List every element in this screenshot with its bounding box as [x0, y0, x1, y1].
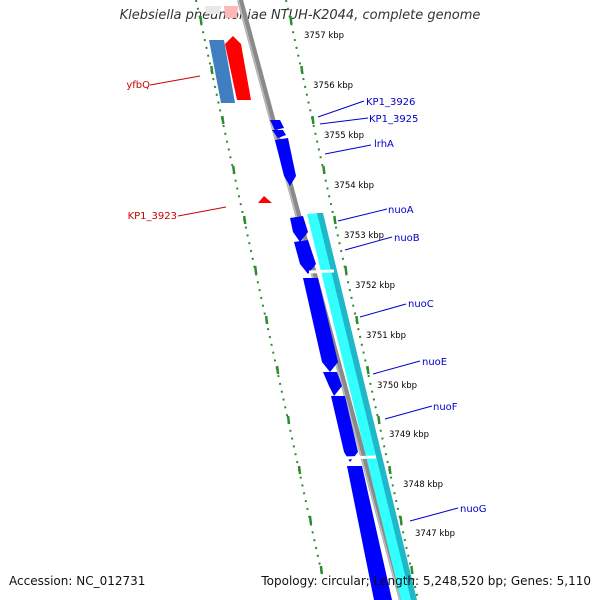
ruler-major-tick: [253, 265, 258, 275]
gene-nuoG: [347, 466, 392, 600]
forward-strand-features: [205, 6, 272, 203]
tick-label: 3755 kbp: [324, 131, 364, 141]
ruler-major-tick: [275, 365, 280, 375]
gene-nuoB: [294, 240, 316, 274]
tick-label: 3750 kbp: [377, 381, 417, 391]
topology-text: Topology: circular; Length: 5,248,520 bp…: [261, 574, 591, 588]
tick-label: 3754 kbp: [334, 181, 374, 191]
gene-KP1_3923: [258, 196, 272, 203]
tick-label: 3747 kbp: [415, 529, 455, 539]
gene-forward-faded: [205, 6, 221, 14]
gene-label: KP1_3925: [369, 114, 418, 125]
gene-label: KP1_3923: [128, 211, 177, 222]
ruler-major-tick: [221, 115, 225, 125]
gene-nuoC: [303, 278, 338, 372]
ruler-major-tick: [333, 215, 337, 225]
gene-forward-faded-red: [224, 6, 238, 18]
gene-label: nuoB: [394, 233, 420, 244]
tick-label: 3756 kbp: [313, 81, 353, 91]
gene-yfbQ-region: [209, 40, 235, 103]
ruler-major-tick: [355, 315, 359, 325]
gene-nuoA: [290, 216, 308, 242]
ruler-major-tick: [311, 115, 315, 125]
ruler-major-tick: [232, 165, 236, 175]
ruler-major-tick: [410, 565, 414, 575]
gene-label: yfbQ: [126, 80, 150, 91]
ruler-major-tick: [308, 515, 313, 525]
ruler-line-inner: [195, 0, 323, 576]
ruler-major-tick: [297, 465, 302, 475]
ruler-major-tick: [388, 465, 392, 475]
ruler-major-tick: [377, 415, 381, 425]
ruler-major-tick: [319, 565, 324, 575]
ruler-major-tick: [344, 265, 348, 275]
tick-label: 3752 kbp: [355, 281, 395, 291]
tick-label: 3749 kbp: [389, 430, 429, 440]
ruler-major-tick: [210, 65, 214, 75]
tick-labels: 3757 kbp 3756 kbp 3755 kbp 3754 kbp 3753…: [304, 31, 455, 539]
ruler-track: [195, 0, 419, 600]
gene-nuoE: [323, 372, 342, 396]
accession-text: Accession: NC_012731: [9, 574, 146, 588]
gene-yfbQ: [225, 36, 251, 100]
tick-label: 3753 kbp: [344, 231, 384, 241]
ruler-major-tick: [286, 415, 291, 425]
operon-band-edge: [317, 213, 417, 600]
reverse-strand-features: [270, 120, 417, 600]
gene-labels: yfbQ KP1_3923 KP1_3926 KP1_3925 lrhA nuo…: [126, 80, 486, 515]
gene-label: nuoC: [408, 299, 434, 310]
tick-label: 3751 kbp: [366, 331, 406, 341]
gene-label: nuoF: [433, 402, 458, 413]
gene-lrhA: [275, 138, 296, 186]
ruler-major-tick: [242, 215, 247, 225]
gene-label: nuoG: [460, 504, 487, 515]
gene-label: lrhA: [374, 139, 394, 150]
ruler-major-tick: [322, 165, 326, 175]
gene-label: KP1_3926: [366, 97, 415, 108]
label-leaders: [149, 75, 459, 522]
tick-label: 3757 kbp: [304, 31, 344, 41]
ruler-major-tick: [300, 65, 304, 75]
ruler-major-tick: [289, 15, 293, 25]
gene-label: nuoE: [422, 357, 447, 368]
gene-KP1_3926: [270, 120, 284, 130]
gene-KP1_3925: [272, 130, 286, 138]
operon-separator: [342, 455, 377, 460]
gene-label: nuoA: [388, 205, 414, 216]
ruler-major-tick: [264, 315, 269, 325]
operon-separator: [308, 269, 335, 274]
ruler-major-tick: [399, 515, 403, 525]
tick-label: 3748 kbp: [403, 480, 443, 490]
ruler-major-tick: [199, 15, 203, 25]
ruler-major-tick: [366, 365, 370, 375]
gene-nuoF: [331, 396, 358, 462]
